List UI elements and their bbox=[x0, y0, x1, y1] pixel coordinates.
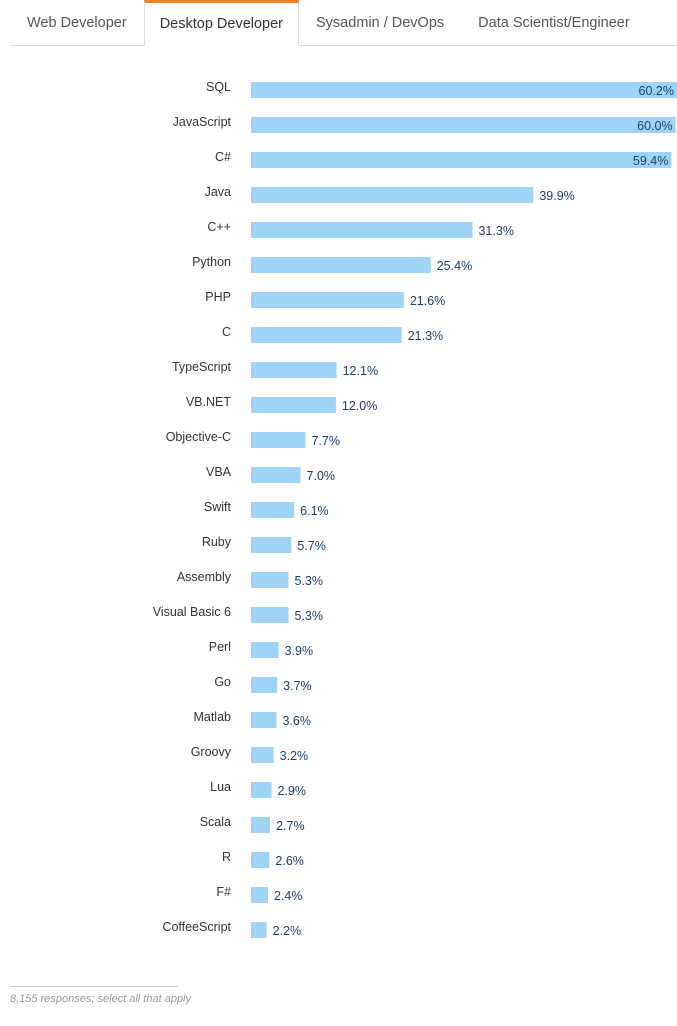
value-label: 59.4% bbox=[633, 154, 668, 168]
bar bbox=[251, 257, 431, 273]
bar bbox=[251, 222, 473, 238]
value-label: 3.7% bbox=[283, 679, 312, 693]
value-label: 3.6% bbox=[282, 714, 311, 728]
category-label: Python bbox=[192, 255, 231, 269]
value-label: 2.2% bbox=[273, 924, 302, 938]
value-label: 5.7% bbox=[297, 539, 326, 553]
category-label: SQL bbox=[206, 80, 231, 94]
bar bbox=[251, 817, 271, 833]
category-label: PHP bbox=[205, 290, 231, 304]
bar bbox=[251, 887, 268, 903]
value-label: 21.6% bbox=[410, 294, 445, 308]
category-label: JavaScript bbox=[173, 115, 232, 129]
value-label: 3.2% bbox=[280, 749, 309, 763]
category-label: Ruby bbox=[202, 535, 232, 549]
bar bbox=[251, 292, 404, 308]
category-label: C bbox=[222, 325, 231, 339]
value-label: 60.0% bbox=[637, 119, 672, 133]
category-label: C# bbox=[215, 150, 231, 164]
tab-data-scientist-engineer[interactable]: Data Scientist/Engineer bbox=[478, 14, 630, 31]
category-label: CoffeeScript bbox=[162, 920, 231, 934]
language-bar-chart: SQL 60.2% JavaScript 60.0% C# 59.4% Java 39.9% C… bbox=[153, 80, 677, 938]
category-label: F# bbox=[216, 885, 231, 899]
category-label: C++ bbox=[207, 220, 231, 234]
bar bbox=[251, 82, 677, 98]
bar bbox=[251, 187, 534, 203]
footnote: 8,155 responses; select all that apply bbox=[10, 993, 192, 1005]
bar bbox=[251, 362, 337, 378]
value-label: 2.9% bbox=[278, 784, 307, 798]
value-label: 25.4% bbox=[437, 259, 472, 273]
value-label: 5.3% bbox=[295, 609, 324, 623]
bar bbox=[251, 537, 292, 553]
value-label: 5.3% bbox=[295, 574, 324, 588]
category-label: Perl bbox=[209, 640, 231, 654]
value-label: 60.2% bbox=[639, 84, 674, 98]
category-label: R bbox=[222, 850, 231, 864]
bar bbox=[251, 327, 402, 343]
category-label: Scala bbox=[200, 815, 231, 829]
value-label: 39.9% bbox=[539, 189, 574, 203]
tab-web-developer[interactable]: Web Developer bbox=[27, 14, 127, 31]
category-label: Lua bbox=[210, 780, 231, 794]
category-label: TypeScript bbox=[172, 360, 232, 374]
bar bbox=[251, 432, 306, 448]
bar bbox=[251, 397, 336, 413]
bar bbox=[251, 642, 279, 658]
footnote-divider bbox=[10, 986, 178, 987]
value-label: 7.0% bbox=[307, 469, 336, 483]
value-label: 6.1% bbox=[300, 504, 329, 518]
value-label: 12.0% bbox=[342, 399, 377, 413]
role-tabs: Web Developer Desktop Developer Sysadmin… bbox=[10, 0, 677, 46]
value-label: 2.4% bbox=[274, 889, 303, 903]
bar bbox=[251, 677, 278, 693]
value-label: 7.7% bbox=[311, 434, 340, 448]
value-label: 2.7% bbox=[276, 819, 305, 833]
value-label: 2.6% bbox=[275, 854, 304, 868]
category-label: Java bbox=[205, 185, 231, 199]
category-label: VB.NET bbox=[186, 395, 232, 409]
bar bbox=[251, 607, 289, 623]
value-label: 12.1% bbox=[343, 364, 378, 378]
bar bbox=[251, 712, 277, 728]
category-label: Groovy bbox=[191, 745, 232, 759]
value-label: 21.3% bbox=[408, 329, 443, 343]
category-label: Visual Basic 6 bbox=[153, 605, 231, 619]
category-label: Matlab bbox=[193, 710, 231, 724]
bar bbox=[251, 152, 672, 168]
bar bbox=[251, 572, 289, 588]
category-label: Go bbox=[214, 675, 231, 689]
tab-sysadmin-devops[interactable]: Sysadmin / DevOps bbox=[316, 14, 445, 31]
bar bbox=[251, 502, 295, 518]
bar bbox=[251, 467, 301, 483]
category-label: Swift bbox=[204, 500, 232, 514]
category-label: Assembly bbox=[177, 570, 232, 584]
bar bbox=[251, 747, 274, 763]
bar bbox=[251, 117, 676, 133]
value-label: 3.9% bbox=[285, 644, 314, 658]
category-label: VBA bbox=[206, 465, 232, 479]
bar bbox=[251, 852, 270, 868]
bar bbox=[251, 782, 272, 798]
category-label: Objective-C bbox=[166, 430, 231, 444]
tab-desktop-developer[interactable]: Desktop Developer bbox=[143, 0, 300, 46]
bar bbox=[251, 922, 267, 938]
value-label: 31.3% bbox=[478, 224, 513, 238]
